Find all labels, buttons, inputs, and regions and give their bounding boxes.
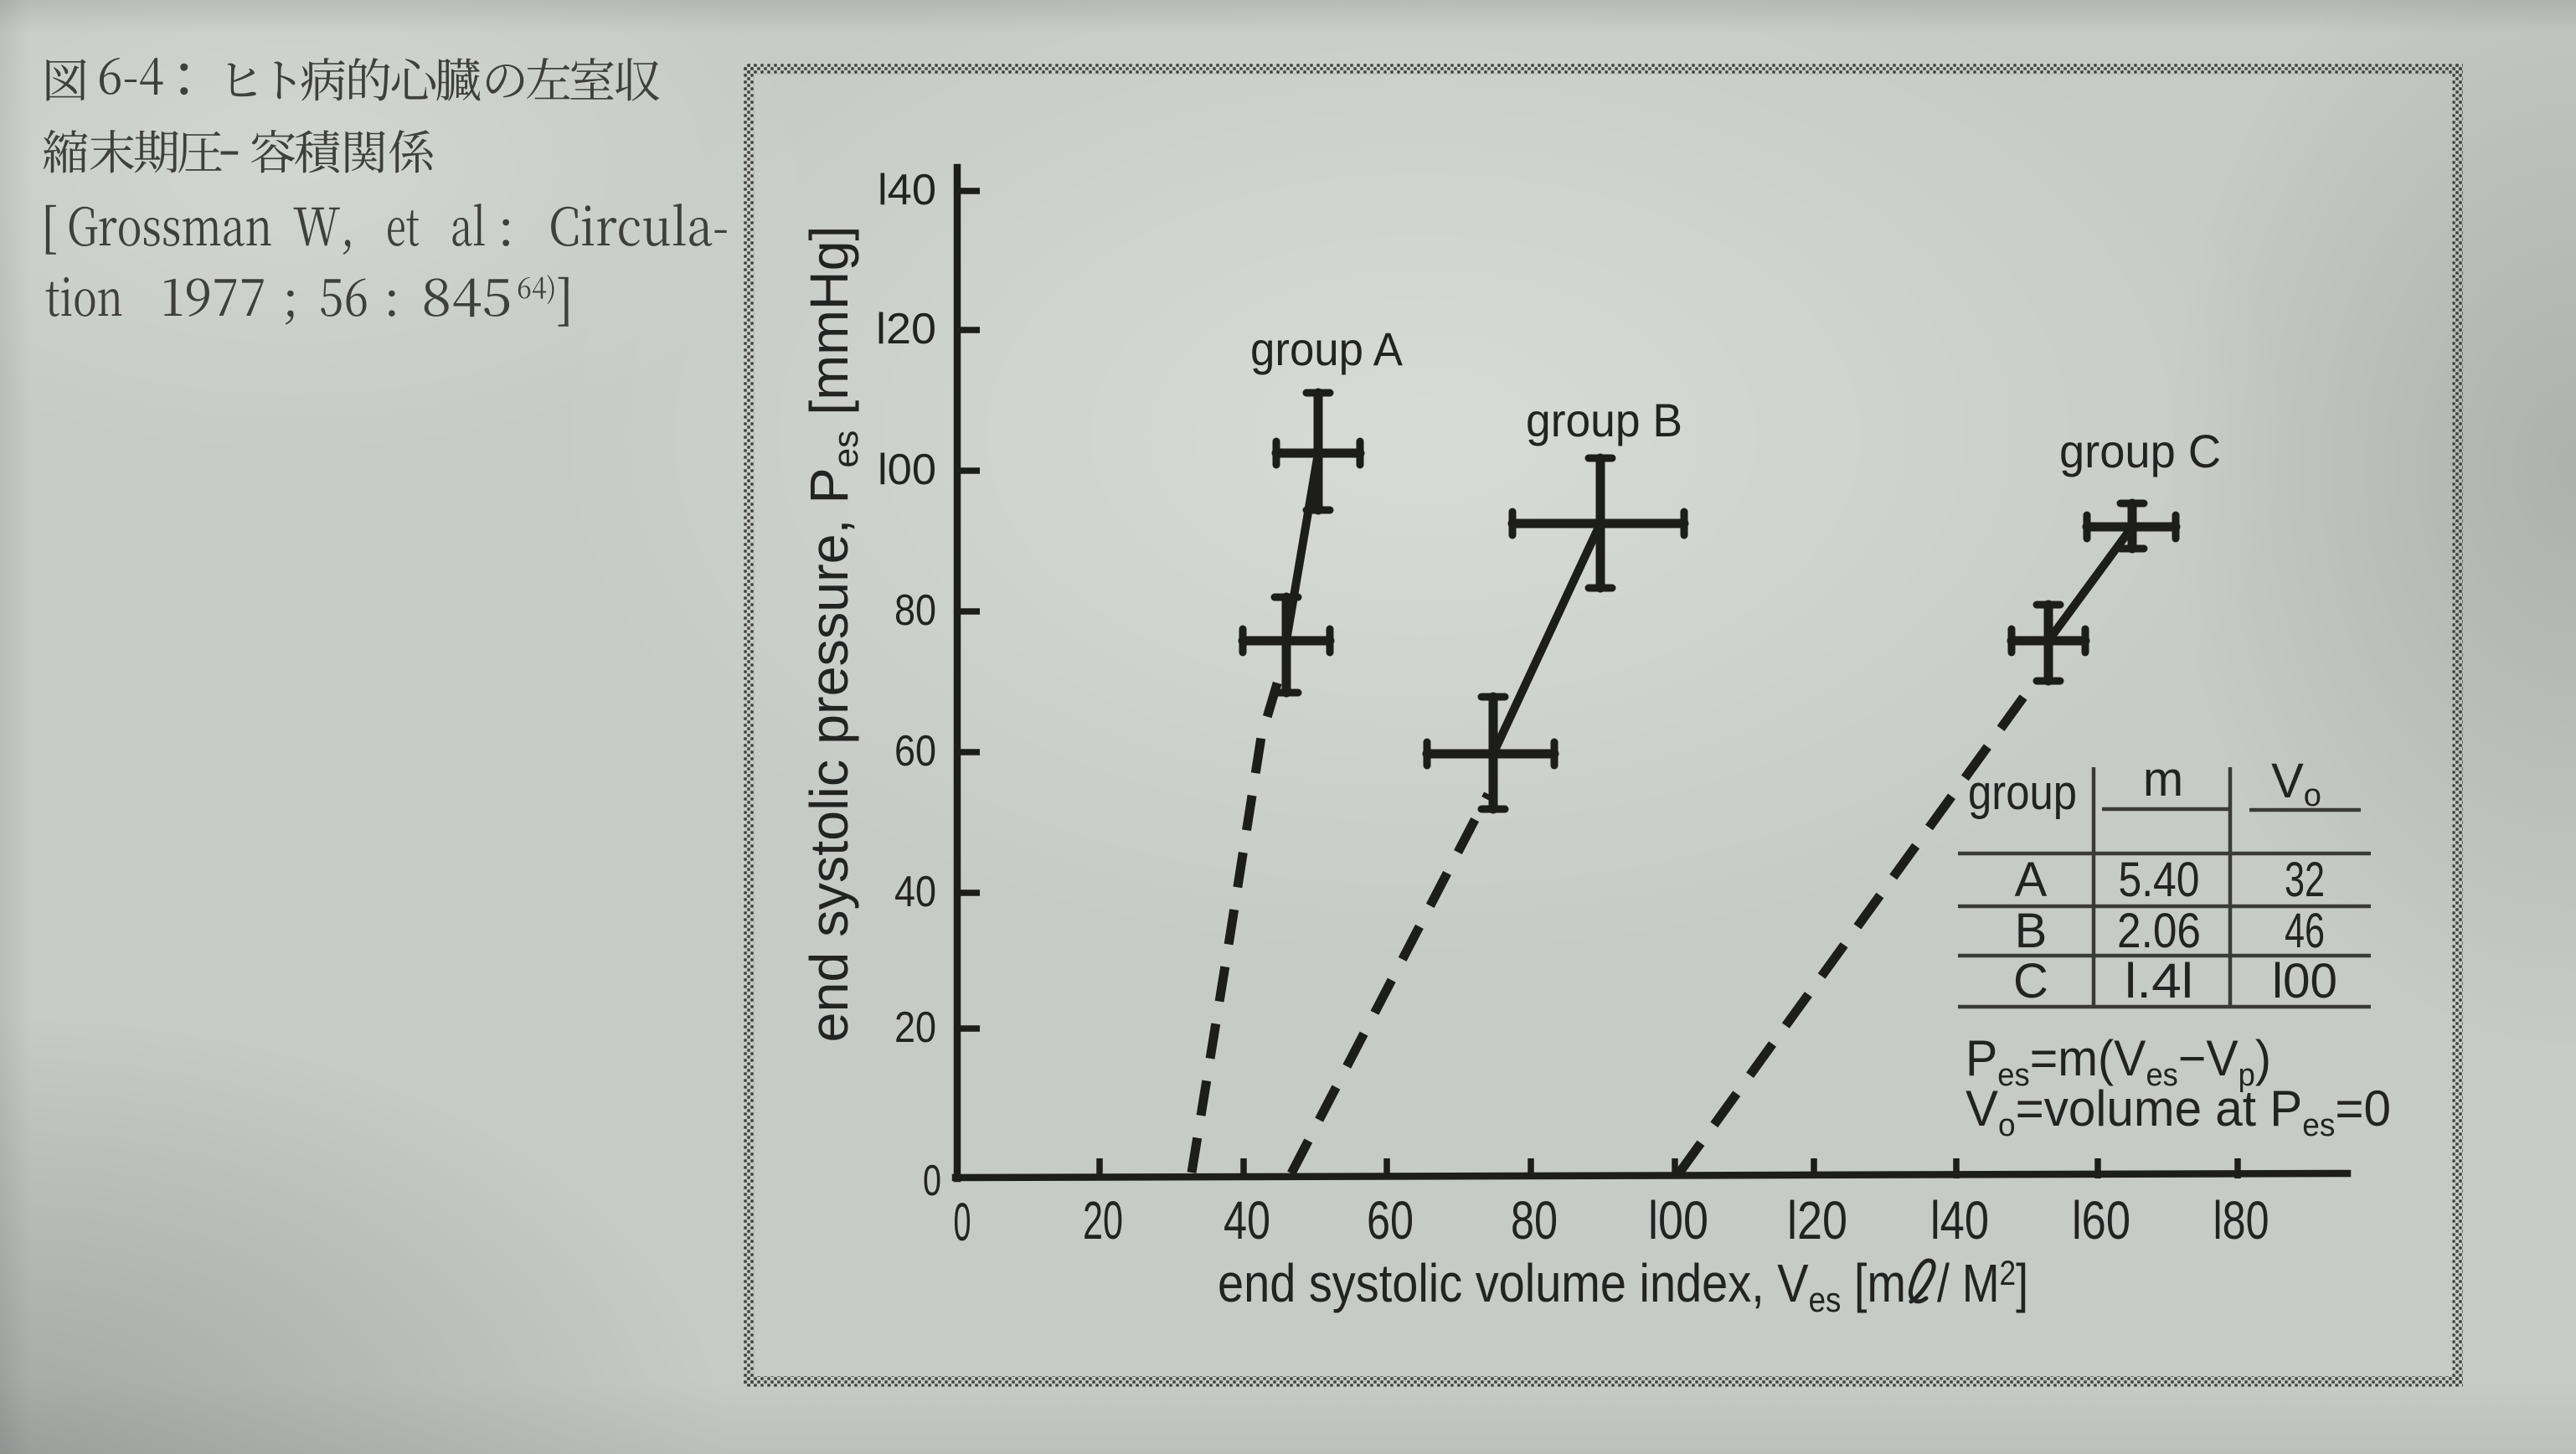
svg-text:/ M2]: / M2] bbox=[1937, 1253, 2028, 1313]
svg-text:Vo: Vo bbox=[2271, 754, 2321, 813]
svg-text:l40: l40 bbox=[878, 166, 936, 214]
svg-text:l00: l00 bbox=[878, 446, 936, 494]
svg-text:0: 0 bbox=[923, 1157, 941, 1205]
svg-text:m: m bbox=[2143, 752, 2183, 807]
svg-text:group B: group B bbox=[1526, 394, 1682, 446]
svg-text:l.4l: l.4l bbox=[2125, 954, 2193, 1008]
svg-text:B: B bbox=[2015, 904, 2048, 958]
svg-text:60: 60 bbox=[894, 727, 936, 776]
svg-text:C: C bbox=[2013, 954, 2048, 1008]
svg-text:46: 46 bbox=[2285, 904, 2325, 958]
svg-text:l20: l20 bbox=[1787, 1190, 1847, 1250]
svg-text:80: 80 bbox=[894, 586, 936, 635]
svg-text:40: 40 bbox=[894, 868, 936, 916]
svg-text:80: 80 bbox=[1511, 1190, 1558, 1250]
svg-text:group A: group A bbox=[1250, 322, 1404, 375]
svg-text:60: 60 bbox=[1367, 1190, 1414, 1250]
svg-text:20: 20 bbox=[1083, 1190, 1123, 1250]
svg-text:group: group bbox=[1968, 766, 2077, 820]
svg-text:0: 0 bbox=[954, 1192, 971, 1252]
svg-text:l20: l20 bbox=[876, 305, 936, 353]
svg-text:l00: l00 bbox=[2272, 954, 2337, 1008]
svg-text:l40: l40 bbox=[1930, 1190, 1989, 1250]
svg-text:end systolic volume index, Ves: end systolic volume index, Ves [m bbox=[1218, 1253, 1906, 1319]
svg-text:l60: l60 bbox=[2072, 1190, 2130, 1250]
svg-text:end systolic pressure, Pes [mm: end systolic pressure, Pes [mmHg] bbox=[799, 226, 865, 1043]
svg-text:Vo=volume at Pes=0: Vo=volume at Pes=0 bbox=[1965, 1080, 2391, 1143]
svg-text:l80: l80 bbox=[2213, 1190, 2269, 1250]
svg-text:32: 32 bbox=[2285, 853, 2325, 907]
svg-text:A: A bbox=[2015, 853, 2048, 907]
svg-text:2.06: 2.06 bbox=[2117, 904, 2201, 958]
svg-text:40: 40 bbox=[1224, 1190, 1270, 1250]
svg-text:20: 20 bbox=[894, 1003, 936, 1052]
svg-text:5.40: 5.40 bbox=[2119, 853, 2200, 907]
svg-text:l00: l00 bbox=[1648, 1190, 1708, 1250]
svg-text:group C: group C bbox=[2059, 425, 2221, 477]
